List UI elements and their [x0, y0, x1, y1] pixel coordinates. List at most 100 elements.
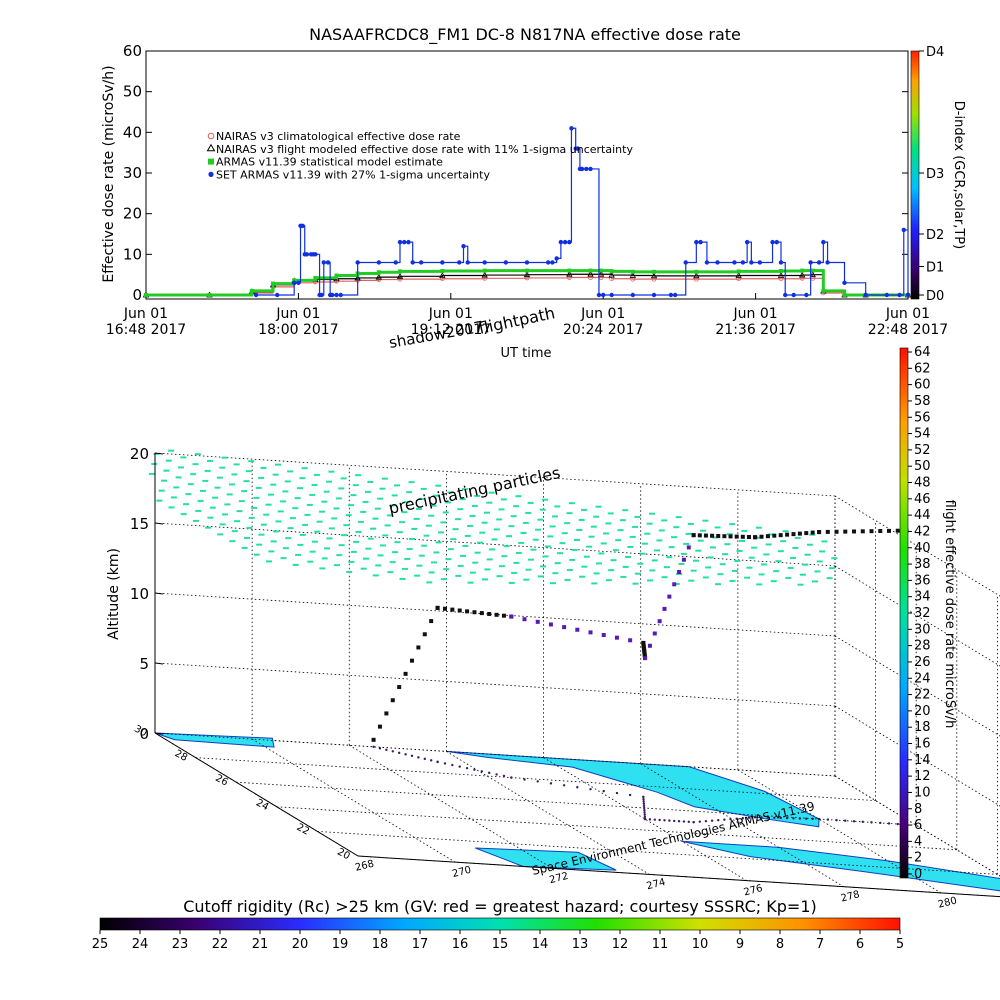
data-point: [629, 272, 637, 278]
flight-track-point: [753, 535, 758, 540]
precipitating-particles-layer: [148, 449, 838, 586]
dose-tick-label: 20: [914, 704, 931, 719]
flight-shadow-point: [735, 817, 738, 820]
data-point: [693, 276, 699, 282]
data-point: [325, 260, 331, 265]
flight-shadow-point: [844, 819, 847, 822]
data-point: [418, 260, 424, 265]
dose-tick-label: 0: [914, 867, 922, 882]
data-point: [825, 260, 830, 265]
data-point: [439, 272, 446, 278]
data-point: [630, 269, 635, 274]
flight-track-point: [647, 643, 652, 648]
flight-shadow-point: [729, 817, 732, 821]
flight-shadow-point: [779, 816, 782, 820]
data-point: [757, 260, 763, 265]
data-point: [804, 292, 809, 298]
altitude-axis-label: Altitude (km): [106, 548, 122, 640]
flight-track-point: [479, 611, 484, 616]
altitude-tick-label: 15: [130, 515, 149, 533]
flight-track-point: [494, 612, 499, 617]
rigidity-tick-label: 17: [412, 937, 429, 952]
flight-track-point: [416, 645, 421, 650]
flight-track-point: [657, 619, 662, 624]
data-point: [651, 276, 657, 282]
rigidity-tick-label: 13: [572, 937, 589, 952]
flight-shadow-point: [741, 817, 745, 820]
flight-shadow-point: [495, 773, 498, 776]
legend-marker: [206, 143, 216, 152]
flight-shadow-point: [811, 817, 814, 821]
legend-entry: ARMAS v11.39 statistical model estimate: [216, 156, 443, 169]
flight-shadow-point: [643, 813, 646, 816]
d-index-tick-label: D0: [926, 289, 944, 304]
flight-shadow-point: [562, 784, 566, 787]
flight-shadow-point: [458, 765, 461, 768]
floor-gridline: [276, 806, 957, 851]
data-point: [503, 260, 509, 265]
data-point: [694, 239, 699, 245]
data-point: [905, 292, 911, 298]
dose-tick-label: 56: [914, 410, 931, 425]
data-point: [567, 239, 572, 245]
floor-gridline: [317, 831, 998, 875]
time-series-panel: NASAAFRCDC8_FM1 DC-8 N817NA effective do…: [101, 25, 966, 361]
dose-tick-label: 10: [914, 785, 931, 800]
data-point: [735, 272, 742, 278]
data-point: [253, 292, 259, 298]
x-tick-label: 18:00 2017: [258, 322, 338, 338]
flight-shadow-point: [443, 762, 447, 765]
flight-track-point: [878, 529, 883, 534]
dose-tick-label: 30: [914, 622, 931, 637]
flight-track-point: [672, 582, 677, 587]
flight-shadow-point: [643, 811, 646, 814]
flight-shadow-point: [773, 816, 776, 819]
dose-tick-label: 44: [914, 508, 931, 523]
dose-tick-label: 64: [914, 345, 931, 360]
flight-shadow-point: [502, 774, 506, 778]
flight-track-point: [791, 532, 796, 537]
flight-track-point: [734, 534, 739, 539]
flight-shadow-point: [372, 745, 375, 749]
floor-gridline: [195, 757, 876, 801]
flight-track-point: [667, 594, 672, 599]
data-point: [398, 269, 402, 274]
data-point: [566, 270, 573, 277]
flight-shadow-point: [760, 816, 763, 819]
d-index-tick-label: D1: [926, 261, 944, 276]
chart-title: NASAAFRCDC8_FM1 DC-8 N817NA effective do…: [309, 25, 741, 45]
coastline-shading: [154, 732, 1000, 892]
data-point: [884, 292, 890, 298]
data-point: [304, 252, 310, 257]
flight-shadow-point: [602, 789, 605, 793]
flight-shadow-point: [385, 748, 388, 752]
data-point: [313, 252, 318, 257]
altitude-tick-label: 0: [139, 725, 149, 743]
flight-track-point: [691, 533, 696, 538]
dose-tick-label: 52: [914, 443, 931, 458]
flight-track-point: [472, 610, 477, 615]
y-tick-label: 20: [123, 205, 142, 223]
flight-track-point: [710, 533, 715, 538]
legend-marker: [208, 158, 214, 165]
longitude-tick-label: 276: [743, 883, 764, 898]
plot-frame: [145, 50, 909, 300]
data-point: [715, 260, 720, 265]
dose-tick-label: 62: [914, 361, 931, 376]
data-point: [732, 260, 737, 265]
flight-shadow-point: [673, 819, 676, 823]
y-tick-label: 10: [123, 245, 142, 263]
x-tick-label: Jun 01: [428, 306, 473, 322]
data-point: [465, 260, 470, 265]
flight-shadow-point: [628, 793, 632, 797]
data-point: [608, 271, 615, 278]
cutoff-rigidity-colorbar: Cutoff rigidity (Rc) >25 km (GV: red = g…: [92, 897, 904, 952]
flight-track-point: [429, 619, 434, 624]
flight-shadow-point: [642, 797, 645, 801]
flight-shadow-point: [423, 757, 426, 761]
dose-colorbar-label: flight effective dose rate microSv/h: [942, 500, 957, 729]
flight-track-point: [652, 631, 657, 636]
flight-shadow-point: [852, 820, 856, 823]
data-point: [569, 126, 574, 131]
rigidity-tick-label: 14: [532, 937, 549, 952]
